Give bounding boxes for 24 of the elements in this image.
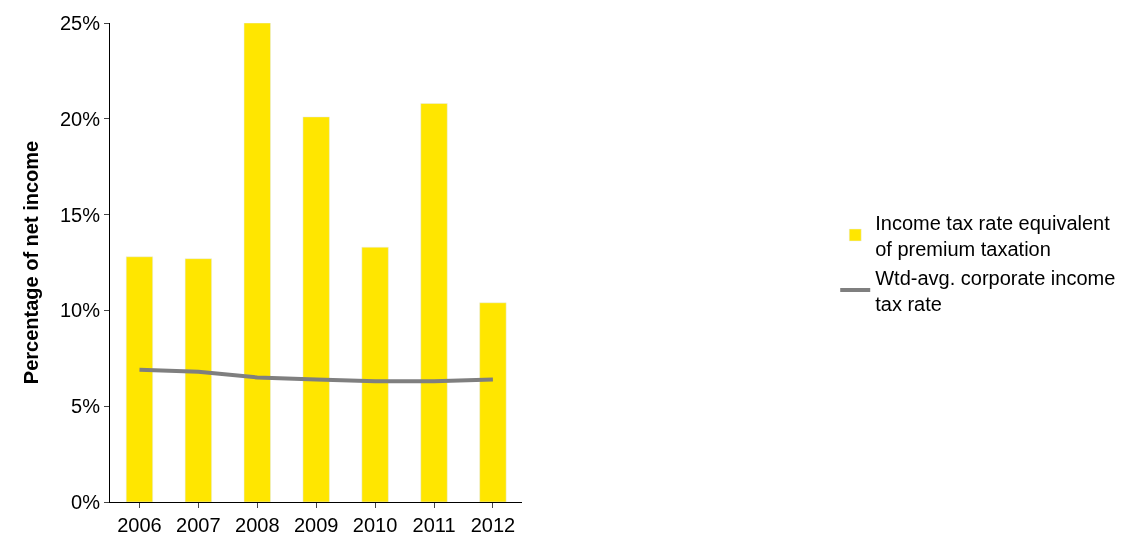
y-axis-title: Percentage of net income — [20, 140, 43, 385]
y-tick-label: 10% — [59, 299, 101, 322]
bar — [361, 246, 389, 502]
x-tick-label: 2006 — [117, 514, 162, 536]
y-tick-label: 20% — [59, 107, 101, 130]
bar — [243, 23, 271, 502]
bar — [302, 116, 330, 502]
y-tick-label: 25% — [59, 12, 101, 34]
bar — [125, 256, 153, 502]
bar — [184, 258, 212, 502]
x-tick-label: 2010 — [352, 514, 398, 536]
line-series — [137, 367, 495, 384]
bar — [420, 103, 448, 502]
x-tick-label: 2007 — [176, 514, 221, 536]
x-tick-label: 2012 — [470, 514, 516, 536]
x-tick-label: 2009 — [293, 514, 339, 536]
y-tick-label: 0% — [71, 491, 101, 513]
x-tick-label: 2011 — [412, 514, 456, 536]
x-tick-label: 2008 — [235, 514, 280, 536]
legend-label: Income tax rate equivalent of premium taxation — [875, 211, 1111, 260]
bar — [479, 302, 507, 502]
y-tick-label: 5% — [71, 395, 101, 418]
legend-label: Wtd-avg. corporate income tax rate — [875, 266, 1116, 315]
y-tick-label: 15% — [59, 203, 101, 226]
